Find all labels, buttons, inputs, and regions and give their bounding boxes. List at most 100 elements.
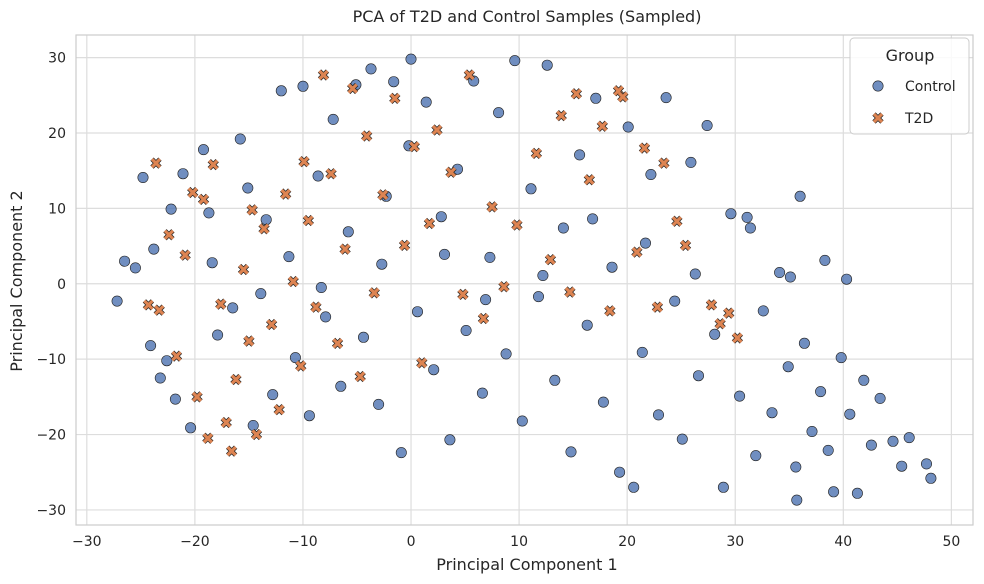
- control-point: [669, 295, 681, 307]
- control-point: [858, 374, 870, 386]
- t2d-point: [179, 249, 191, 261]
- control-point: [920, 458, 932, 470]
- t2d-point: [731, 332, 744, 344]
- t2d-point: [150, 157, 162, 169]
- control-point: [725, 208, 737, 220]
- t2d-point: [423, 217, 436, 230]
- control-point: [212, 329, 224, 341]
- t2d-point: [604, 305, 616, 317]
- control-point: [865, 439, 877, 451]
- t2d-point: [220, 416, 232, 429]
- control-point: [581, 319, 593, 331]
- y-tick-label: −30: [36, 503, 66, 519]
- control-point: [373, 398, 385, 410]
- t2d-point: [237, 263, 250, 276]
- control-point: [806, 425, 818, 437]
- control-point: [844, 408, 856, 420]
- t2d-point: [246, 204, 258, 216]
- control-point: [516, 415, 528, 427]
- control-point: [676, 433, 688, 445]
- t2d-point: [243, 335, 255, 347]
- x-tick-label: 30: [726, 534, 744, 550]
- t2d-point: [317, 69, 330, 81]
- t2d-point: [431, 124, 443, 136]
- t2d-point: [671, 215, 683, 227]
- control-point: [493, 107, 505, 119]
- t2d-point: [339, 243, 351, 255]
- control-point: [420, 96, 432, 108]
- t2d-point: [398, 239, 411, 251]
- control-point: [587, 213, 599, 225]
- legend-marker-control: [872, 80, 884, 92]
- t2d-point: [325, 168, 337, 180]
- control-point: [267, 389, 279, 401]
- t2d-point: [570, 88, 583, 100]
- t2d-point: [583, 174, 595, 186]
- t2d-point: [273, 404, 285, 416]
- control-point: [129, 262, 141, 274]
- t2d-point: [714, 318, 726, 330]
- t2d-point: [368, 287, 380, 299]
- t2d-point: [631, 246, 643, 258]
- control-point: [828, 486, 840, 498]
- x-axis-title: Principal Component 1: [436, 555, 617, 574]
- control-point: [887, 435, 899, 447]
- control-point: [532, 291, 544, 303]
- control-point: [234, 133, 246, 145]
- control-point: [750, 450, 762, 462]
- data-points: [111, 53, 937, 506]
- x-tick-label: −10: [288, 534, 318, 550]
- control-point: [757, 305, 769, 317]
- control-point: [701, 120, 713, 132]
- control-point: [303, 410, 315, 422]
- t2d-point: [679, 239, 692, 251]
- control-point: [709, 328, 721, 340]
- t2d-point: [638, 142, 651, 154]
- control-point: [549, 374, 561, 386]
- t2d-point: [651, 301, 664, 313]
- control-point: [541, 59, 553, 71]
- t2d-point: [617, 91, 629, 103]
- control-point: [636, 346, 648, 358]
- legend: Group Control T2D: [849, 37, 970, 135]
- control-point: [388, 76, 400, 88]
- t2d-point: [416, 357, 428, 369]
- t2d-point: [298, 156, 310, 168]
- legend-label-control: Control: [905, 79, 956, 95]
- control-point: [476, 387, 488, 399]
- control-point: [925, 472, 937, 484]
- t2d-point: [723, 307, 735, 319]
- control-point: [597, 396, 609, 408]
- control-point: [639, 237, 651, 249]
- control-point: [227, 302, 239, 314]
- control-point: [357, 331, 369, 343]
- t2d-point: [191, 391, 203, 403]
- control-point: [145, 340, 157, 352]
- control-point: [161, 355, 173, 367]
- control-point: [297, 80, 309, 92]
- control-point: [242, 182, 254, 194]
- control-point: [815, 386, 827, 398]
- control-point: [509, 55, 521, 67]
- control-point: [312, 170, 324, 182]
- control-point: [741, 211, 753, 223]
- control-point: [169, 393, 181, 405]
- legend-title: Group: [886, 46, 935, 65]
- control-point: [903, 432, 915, 444]
- control-point: [185, 422, 197, 434]
- control-point: [327, 113, 339, 125]
- t2d-point: [142, 299, 155, 311]
- t2d-point: [287, 275, 299, 288]
- y-tick-label: 0: [57, 277, 66, 293]
- control-point: [148, 243, 160, 255]
- control-point: [717, 481, 729, 493]
- control-point: [411, 306, 423, 318]
- control-point: [438, 248, 450, 260]
- control-point: [790, 461, 802, 473]
- y-tick-label: −20: [36, 428, 66, 444]
- control-point: [165, 203, 177, 215]
- control-point: [203, 207, 215, 219]
- control-point: [819, 254, 831, 266]
- y-tick-label: 20: [48, 126, 66, 142]
